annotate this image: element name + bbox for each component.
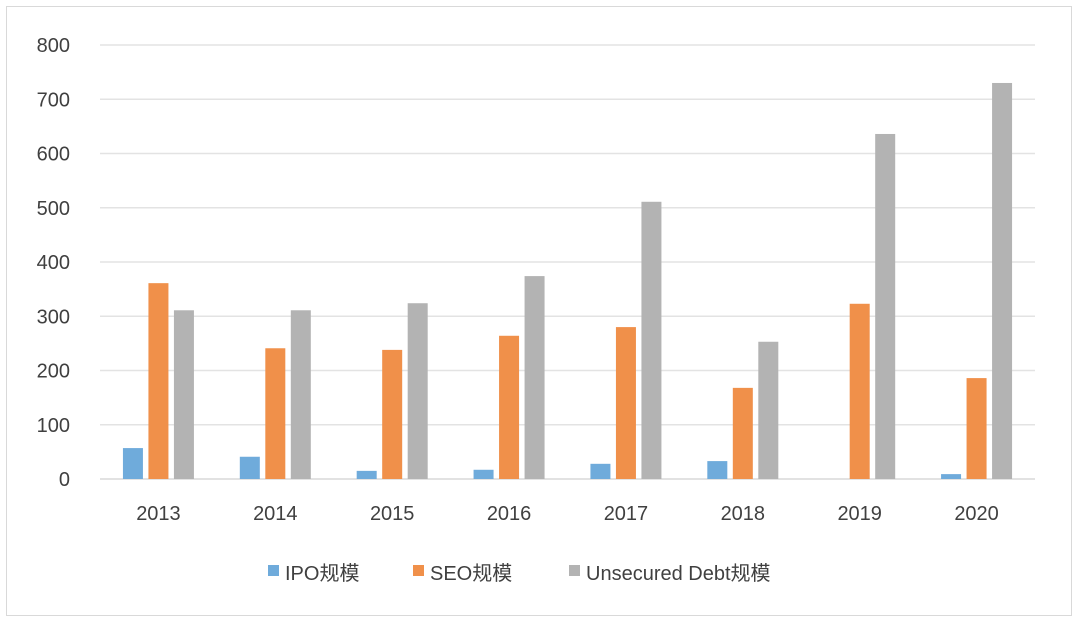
x-tick-label: 2017	[604, 503, 649, 525]
y-tick-label: 100	[37, 415, 70, 437]
bar-2017-2	[641, 201, 662, 479]
chart-frame	[6, 6, 1072, 616]
bar-2017-0	[590, 463, 611, 479]
bar-2016-2	[524, 276, 545, 479]
y-tick-label: 600	[37, 144, 70, 166]
x-tick-label: 2014	[253, 503, 298, 525]
legend-swatch	[413, 565, 424, 576]
bar-2015-2	[407, 303, 428, 479]
bar-2013-1	[148, 283, 169, 479]
bar-2018-1	[732, 387, 753, 479]
bar-2018-0	[707, 461, 728, 479]
bar-2013-2	[173, 310, 194, 479]
x-tick-label: 2020	[954, 503, 999, 525]
y-tick-label: 300	[37, 306, 70, 328]
bar-2016-0	[473, 469, 494, 479]
x-tick-label: 2013	[136, 503, 181, 525]
y-tick-label: 0	[59, 469, 70, 491]
legend-label: SEO规模	[430, 562, 512, 585]
x-tick-label: 2015	[370, 503, 415, 525]
y-tick-label: 200	[37, 361, 70, 383]
y-tick-label: 800	[37, 35, 70, 57]
bar-2020-0	[941, 474, 962, 479]
bar-2014-2	[290, 310, 311, 479]
bar-2019-2	[875, 133, 896, 479]
bar-2019-1	[849, 303, 870, 479]
legend-swatch	[569, 565, 580, 576]
bar-2014-0	[239, 456, 260, 479]
y-tick-label: 400	[37, 252, 70, 274]
bar-2013-0	[122, 448, 143, 479]
bar-2018-2	[758, 341, 779, 479]
bar-2015-1	[382, 349, 403, 479]
bar-2014-1	[265, 348, 286, 479]
x-tick-label: 2018	[721, 503, 766, 525]
bar-2015-0	[356, 470, 377, 479]
bar-2017-1	[615, 327, 636, 479]
y-tick-label: 500	[37, 198, 70, 220]
x-tick-label: 2016	[487, 503, 532, 525]
bar-2020-2	[992, 82, 1013, 479]
legend-label: IPO规模	[285, 562, 359, 585]
bar-2016-1	[499, 335, 520, 479]
bar-2020-1	[966, 378, 987, 479]
x-tick-label: 2019	[837, 503, 882, 525]
legend-label: Unsecured Debt规模	[586, 562, 771, 585]
y-tick-label: 700	[37, 89, 70, 111]
legend-swatch	[268, 565, 279, 576]
